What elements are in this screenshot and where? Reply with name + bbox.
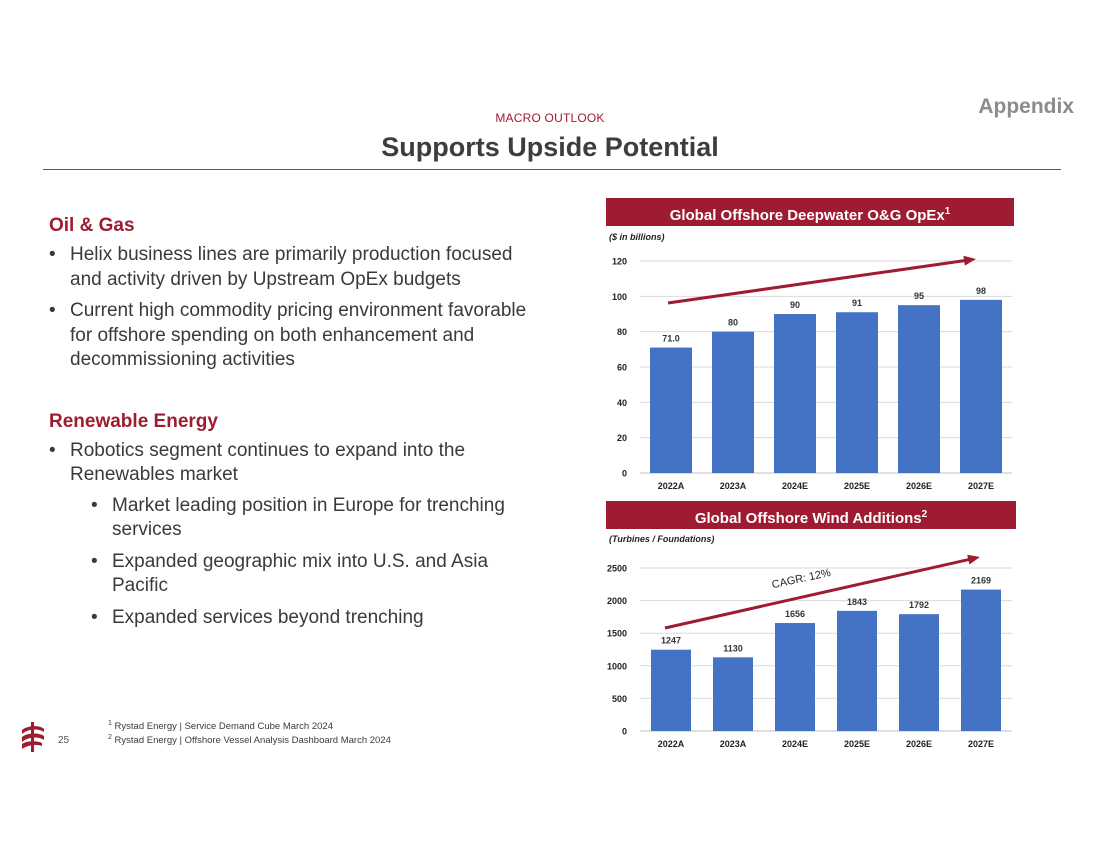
- footnote-2: 2 Rystad Energy | Offshore Vessel Analys…: [108, 732, 391, 746]
- renewables-sub-bullet-1: Market leading position in Europe for tr…: [91, 494, 529, 543]
- opex-units-label: ($ in billions): [609, 232, 665, 242]
- opex-y-tick-label: 40: [617, 398, 627, 408]
- wind-y-tick-label: 1500: [607, 629, 627, 639]
- opex-x-tick-label: 2027E: [968, 481, 994, 491]
- wind-value-label: 1247: [661, 636, 681, 646]
- appendix-label: Appendix: [978, 95, 1074, 118]
- page-title: Supports Upside Potential: [381, 132, 719, 162]
- wind-y-tick-label: 1000: [607, 661, 627, 671]
- opex-x-tick-label: 2026E: [906, 481, 932, 491]
- footnote-2-text: Rystad Energy | Offshore Vessel Analysis…: [114, 735, 391, 747]
- wind-y-tick-label: 2000: [607, 596, 627, 606]
- wind-value-label: 1656: [785, 609, 805, 619]
- wind-bar: [837, 610, 877, 731]
- opex-value-label: 95: [914, 291, 924, 301]
- wind-cagr-annotation: CAGR: 12%: [771, 567, 832, 591]
- wind-x-tick-label: 2026E: [906, 739, 932, 749]
- opex-y-tick-label: 60: [617, 363, 627, 373]
- footnote-1-mark: 1: [108, 720, 112, 727]
- left-text-column: Oil & Gas Helix business lines are prima…: [49, 215, 529, 637]
- renewables-sub-bullet-3: Expanded services beyond trenching: [91, 606, 529, 631]
- wind-chart-title: Global Offshore Wind Additions2: [606, 501, 1016, 529]
- opex-bar: [712, 331, 754, 473]
- opex-value-label: 98: [976, 286, 986, 296]
- opex-y-tick-label: 20: [617, 433, 627, 443]
- renewables-sub-bullets: Market leading position in Europe for tr…: [70, 494, 529, 631]
- footnote-1: 1 Rystad Energy | Service Demand Cube Ma…: [108, 718, 391, 732]
- opex-value-label: 71.0: [662, 334, 680, 344]
- opex-value-label: 80: [728, 318, 738, 328]
- opex-value-label: 90: [790, 300, 800, 310]
- opex-value-label: 91: [852, 298, 862, 308]
- renewables-bullet-1-text: Robotics segment continues to expand int…: [70, 439, 466, 486]
- opex-chart-title: Global Offshore Deepwater O&G OpEx1: [606, 198, 1014, 226]
- opex-bar: [774, 314, 816, 473]
- wind-value-label: 1130: [723, 643, 743, 653]
- wind-x-tick-label: 2022A: [658, 739, 685, 749]
- wind-units-label: (Turbines / Foundations): [609, 534, 715, 544]
- wind-bar-chart: 0 500 1000 1500 2000 2500 1247 2022A 1130 2023A 16…: [607, 554, 1012, 749]
- wind-bar: [775, 623, 815, 731]
- section-kicker: MACRO OUTLOOK: [495, 111, 605, 125]
- wind-value-label: 1792: [909, 600, 929, 610]
- opex-y-tick-label: 80: [617, 327, 627, 337]
- opex-x-tick-label: 2022A: [658, 481, 685, 491]
- opex-trend-arrow: [667, 258, 969, 305]
- oil-gas-bullet-1: Helix business lines are primarily produ…: [49, 243, 529, 292]
- wind-trend-arrowhead: [967, 554, 980, 565]
- opex-x-tick-label: 2023A: [720, 481, 747, 491]
- wind-y-tick-label: 500: [612, 694, 627, 704]
- oil-gas-bullet-2: Current high commodity pricing environme…: [49, 299, 529, 373]
- opex-y-tick-label: 120: [612, 257, 627, 267]
- opex-bar: [836, 312, 878, 473]
- footnotes: 1 Rystad Energy | Service Demand Cube Ma…: [108, 718, 391, 746]
- renewables-sub-bullet-2: Expanded geographic mix into U.S. and As…: [91, 550, 529, 599]
- page-number: 25: [58, 735, 70, 746]
- renewables-bullets: Robotics segment continues to expand int…: [49, 439, 529, 631]
- opex-bar: [960, 299, 1002, 473]
- opex-chart-title-footnote: 1: [944, 206, 951, 217]
- opex-y-tick-label: 0: [622, 469, 627, 479]
- opex-chart-title-text: Global Offshore Deepwater O&G OpEx: [669, 207, 945, 224]
- renewables-bullet-1: Robotics segment continues to expand int…: [49, 439, 529, 631]
- opex-x-tick-label: 2024E: [782, 481, 808, 491]
- wind-bar: [651, 649, 691, 731]
- wind-chart-title-footnote: 2: [921, 509, 928, 520]
- opex-bar: [650, 347, 692, 473]
- renewables-heading: Renewable Energy: [49, 410, 218, 432]
- wind-bar: [713, 657, 753, 731]
- helix-logo-icon: [22, 722, 44, 752]
- wind-x-tick-label: 2025E: [844, 739, 870, 749]
- wind-chart-title-text: Global Offshore Wind Additions: [694, 510, 922, 527]
- wind-bar: [899, 614, 939, 731]
- opex-x-tick-label: 2025E: [844, 481, 870, 491]
- opex-trend-arrowhead: [963, 255, 976, 266]
- wind-trend-arrow: [664, 557, 973, 630]
- wind-x-tick-label: 2023A: [720, 739, 747, 749]
- title-divider: [43, 169, 1061, 170]
- wind-y-tick-label: 0: [622, 727, 627, 737]
- wind-value-label: 2169: [971, 576, 991, 586]
- footnote-1-text: Rystad Energy | Service Demand Cube Marc…: [114, 721, 333, 733]
- wind-y-tick-label: 2500: [607, 564, 627, 574]
- wind-value-label: 1843: [847, 597, 867, 607]
- footnote-2-mark: 2: [108, 734, 112, 742]
- opex-y-tick-label: 100: [612, 292, 627, 302]
- oil-gas-bullets: Helix business lines are primarily produ…: [49, 243, 529, 373]
- wind-x-tick-label: 2027E: [968, 739, 994, 749]
- wind-x-tick-label: 2024E: [782, 739, 808, 749]
- oil-gas-heading: Oil & Gas: [49, 215, 135, 236]
- opex-bar: [898, 305, 940, 473]
- opex-bar-chart: 0 20 40 60 80 100 120 71.0 2022A 80 2023A 90 2024E 91…: [612, 255, 1012, 491]
- wind-bar: [961, 589, 1001, 731]
